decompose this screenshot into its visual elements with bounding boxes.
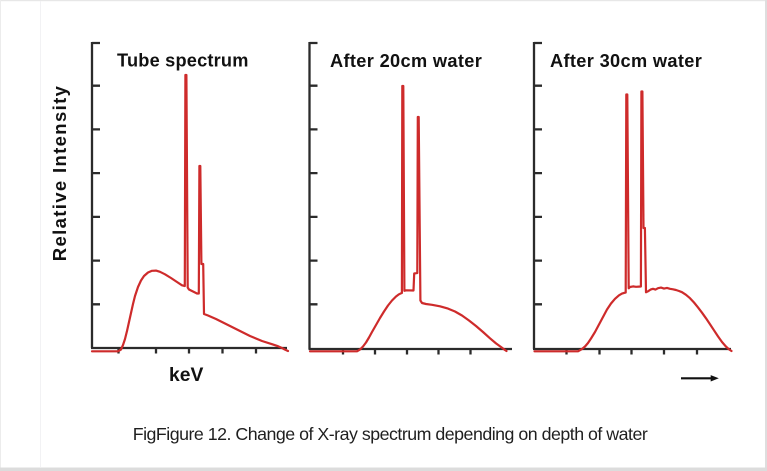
svg-text:Tube spectrum: Tube spectrum — [117, 51, 249, 71]
svg-text:After 30cm water: After 30cm water — [550, 51, 702, 71]
svg-text:keV: keV — [169, 365, 203, 386]
svg-text:After 20cm water: After 20cm water — [330, 51, 482, 71]
svg-text:FigFigure 12. Change of X-ray: FigFigure 12. Change of X-ray spectrum d… — [133, 424, 648, 444]
svg-text:Relative Intensity: Relative Intensity — [49, 85, 70, 261]
